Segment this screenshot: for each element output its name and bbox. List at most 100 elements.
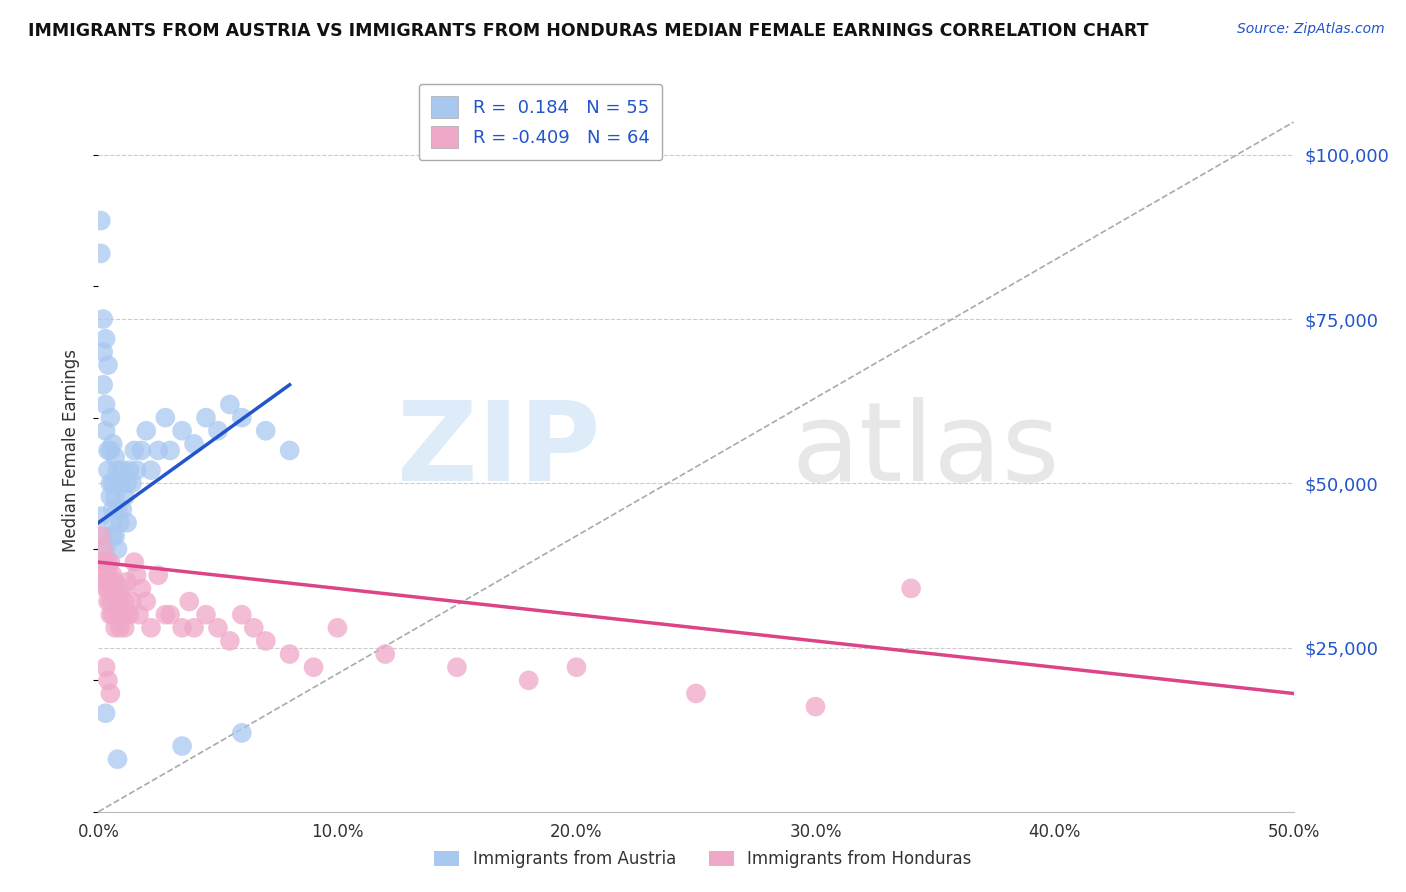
Point <box>98 686 122 700</box>
Point <box>115 607 138 622</box>
Point <box>159 443 181 458</box>
Point <box>565 660 588 674</box>
Point <box>97 463 120 477</box>
Point <box>125 463 148 477</box>
Point <box>302 660 325 674</box>
Point <box>115 574 138 589</box>
Point <box>94 582 117 596</box>
Point <box>155 607 177 622</box>
Point <box>97 443 120 458</box>
Y-axis label: Median Female Earnings: Median Female Earnings <box>62 349 80 552</box>
Point <box>124 555 146 569</box>
Point <box>90 213 112 227</box>
Point <box>97 594 120 608</box>
Point <box>183 621 205 635</box>
Point <box>517 673 540 688</box>
Point <box>98 410 122 425</box>
Point <box>124 443 146 458</box>
Point <box>155 410 177 425</box>
Point <box>115 476 138 491</box>
Point <box>90 509 112 524</box>
Point <box>94 541 117 556</box>
Point <box>118 607 141 622</box>
Point <box>101 516 124 530</box>
Point <box>685 686 707 700</box>
Point <box>91 529 114 543</box>
Point <box>97 582 120 596</box>
Point <box>101 437 124 451</box>
Point <box>108 476 131 491</box>
Point <box>278 443 301 458</box>
Point <box>90 246 112 260</box>
Point <box>91 555 114 569</box>
Point <box>231 410 253 425</box>
Point <box>91 541 114 556</box>
Point <box>804 699 827 714</box>
Point <box>114 621 136 635</box>
Point <box>159 607 181 622</box>
Point <box>254 634 277 648</box>
Point <box>98 490 122 504</box>
Point <box>139 463 162 477</box>
Point <box>90 529 112 543</box>
Point <box>91 377 114 392</box>
Point <box>101 502 124 516</box>
Point <box>125 568 148 582</box>
Point <box>101 582 124 596</box>
Point <box>108 594 131 608</box>
Point <box>101 607 124 622</box>
Point <box>195 410 218 425</box>
Point <box>94 424 117 438</box>
Point <box>131 582 153 596</box>
Point <box>148 443 170 458</box>
Point <box>97 555 120 569</box>
Point <box>101 476 124 491</box>
Point <box>135 594 157 608</box>
Point <box>111 502 134 516</box>
Point <box>107 502 129 516</box>
Point <box>254 424 277 438</box>
Point <box>114 594 136 608</box>
Point <box>98 594 122 608</box>
Point <box>98 574 122 589</box>
Point <box>446 660 468 674</box>
Point <box>108 621 131 635</box>
Point <box>98 443 122 458</box>
Text: IMMIGRANTS FROM AUSTRIA VS IMMIGRANTS FROM HONDURAS MEDIAN FEMALE EARNINGS CORRE: IMMIGRANTS FROM AUSTRIA VS IMMIGRANTS FR… <box>28 22 1149 40</box>
Point <box>104 529 127 543</box>
Point <box>111 463 134 477</box>
Point <box>107 463 129 477</box>
Point <box>101 568 124 582</box>
Point <box>135 424 157 438</box>
Point <box>172 424 194 438</box>
Point <box>104 490 127 504</box>
Point <box>114 490 136 504</box>
Point <box>231 607 253 622</box>
Point <box>90 555 112 569</box>
Point <box>219 397 242 411</box>
Point <box>94 660 117 674</box>
Point <box>243 621 266 635</box>
Point <box>97 358 120 372</box>
Point <box>94 397 117 411</box>
Point <box>108 516 131 530</box>
Point <box>94 332 117 346</box>
Point <box>107 607 129 622</box>
Point <box>131 443 153 458</box>
Point <box>195 607 218 622</box>
Point <box>104 574 127 589</box>
Point <box>183 437 205 451</box>
Point <box>107 588 129 602</box>
Point <box>111 582 134 596</box>
Point <box>374 647 396 661</box>
Point <box>98 607 122 622</box>
Point <box>172 739 194 753</box>
Point <box>326 621 349 635</box>
Point <box>172 621 194 635</box>
Point <box>121 476 143 491</box>
Point <box>91 568 114 582</box>
Point <box>128 607 150 622</box>
Point <box>94 574 117 589</box>
Point <box>107 541 129 556</box>
Point <box>139 621 162 635</box>
